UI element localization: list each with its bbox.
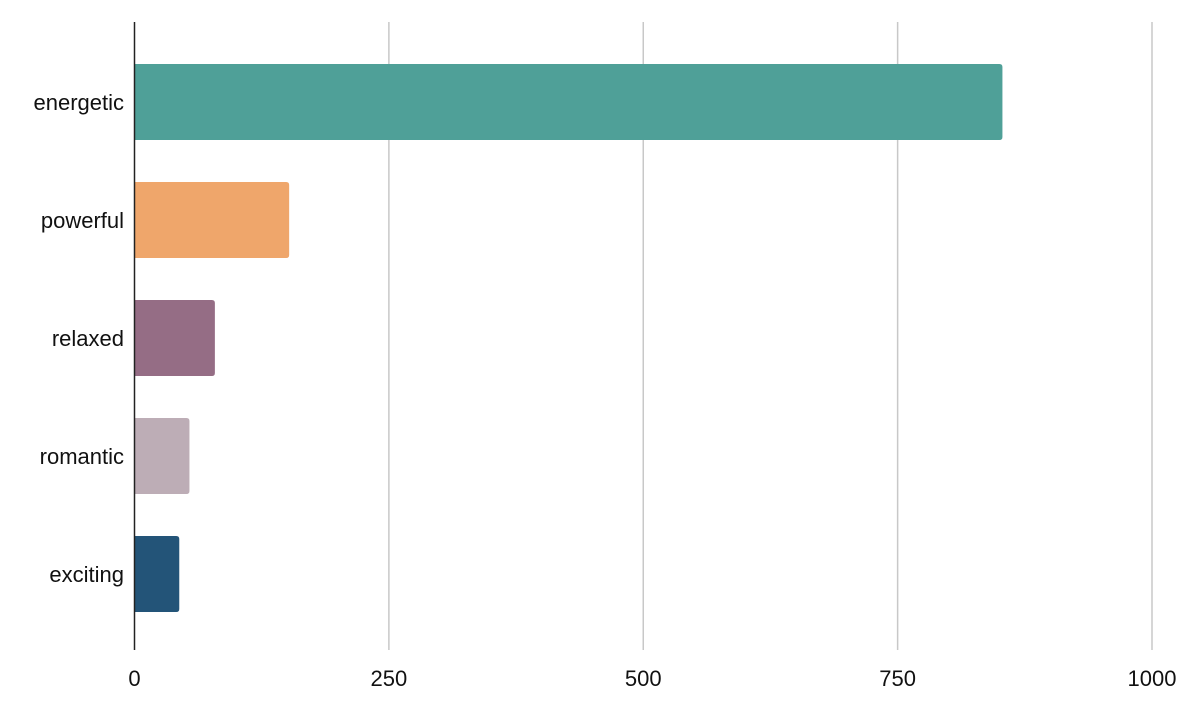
category-label-romantic: romantic [40, 444, 124, 469]
bar-relaxed [134, 300, 215, 376]
bar-powerful [134, 182, 290, 258]
category-label-exciting: exciting [49, 562, 124, 587]
category-label-energetic: energetic [33, 90, 124, 115]
x-tick-labels: 0 250 500 750 1000 [128, 666, 1176, 691]
category-label-powerful: powerful [41, 208, 124, 233]
bar-energetic [134, 64, 1003, 140]
bar-exciting [134, 536, 180, 612]
x-tick-label-500: 500 [625, 666, 662, 691]
x-tick-label-1000: 1000 [1128, 666, 1177, 691]
category-labels: energetic powerful relaxed romantic exciting [33, 90, 124, 587]
x-tick-label-0: 0 [128, 666, 140, 691]
bar-romantic [134, 418, 190, 494]
x-tick-label-250: 250 [371, 666, 408, 691]
category-label-relaxed: relaxed [52, 326, 124, 351]
bars [134, 64, 1003, 612]
x-tick-label-750: 750 [879, 666, 916, 691]
